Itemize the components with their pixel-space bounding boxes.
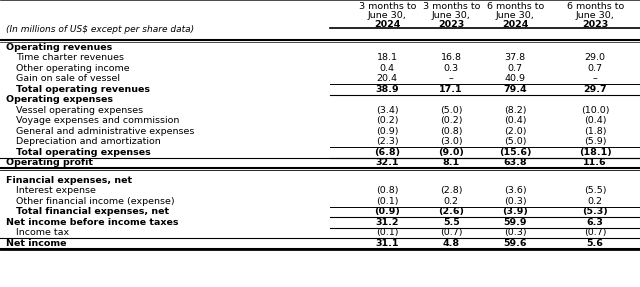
Text: 18.1: 18.1 [377, 53, 397, 62]
Text: (3.4): (3.4) [376, 106, 399, 115]
Text: 0.2: 0.2 [588, 197, 603, 206]
Text: 0.2: 0.2 [444, 197, 459, 206]
Text: 32.1: 32.1 [376, 158, 399, 167]
Text: (3.9): (3.9) [502, 207, 528, 216]
Text: 6 months to: 6 months to [486, 2, 544, 11]
Text: (In millions of US$ except per share data): (In millions of US$ except per share dat… [6, 25, 194, 34]
Text: Income tax: Income tax [16, 228, 69, 237]
Text: (5.0): (5.0) [504, 137, 527, 146]
Text: (2.8): (2.8) [440, 186, 463, 195]
Text: (2.3): (2.3) [376, 137, 399, 146]
Text: 8.1: 8.1 [443, 158, 460, 167]
Text: Total operating expenses: Total operating expenses [16, 148, 151, 157]
Text: Total operating revenues: Total operating revenues [16, 85, 150, 94]
Text: (5.9): (5.9) [584, 137, 607, 146]
Text: Operating expenses: Operating expenses [6, 95, 113, 104]
Text: –: – [593, 74, 598, 83]
Text: (1.8): (1.8) [584, 127, 607, 136]
Text: (0.3): (0.3) [504, 197, 527, 206]
Text: Gain on sale of vessel: Gain on sale of vessel [16, 74, 120, 83]
Text: Other operating income: Other operating income [16, 64, 130, 73]
Text: (0.4): (0.4) [584, 116, 607, 125]
Text: (6.8): (6.8) [374, 148, 400, 157]
Text: (0.8): (0.8) [376, 186, 399, 195]
Text: 38.9: 38.9 [376, 85, 399, 94]
Text: 5.6: 5.6 [587, 239, 604, 248]
Text: 59.6: 59.6 [504, 239, 527, 248]
Text: 11.6: 11.6 [584, 158, 607, 167]
Text: 2023: 2023 [582, 20, 609, 29]
Text: 0.7: 0.7 [508, 64, 523, 73]
Text: General and administrative expenses: General and administrative expenses [16, 127, 195, 136]
Text: 40.9: 40.9 [505, 74, 525, 83]
Text: 0.7: 0.7 [588, 64, 603, 73]
Text: 63.8: 63.8 [504, 158, 527, 167]
Text: June 30,: June 30, [576, 11, 614, 20]
Text: (0.7): (0.7) [584, 228, 607, 237]
Text: Time charter revenues: Time charter revenues [16, 53, 124, 62]
Text: 20.4: 20.4 [377, 74, 397, 83]
Text: (0.4): (0.4) [504, 116, 527, 125]
Text: 31.2: 31.2 [376, 218, 399, 227]
Text: 79.4: 79.4 [504, 85, 527, 94]
Text: (8.2): (8.2) [504, 106, 527, 115]
Text: 6.3: 6.3 [587, 218, 604, 227]
Text: (0.9): (0.9) [374, 207, 400, 216]
Text: 29.7: 29.7 [584, 85, 607, 94]
Text: (18.1): (18.1) [579, 148, 612, 157]
Text: (0.2): (0.2) [376, 116, 399, 125]
Text: (2.0): (2.0) [504, 127, 527, 136]
Text: (3.0): (3.0) [440, 137, 463, 146]
Text: 3 months to: 3 months to [422, 2, 480, 11]
Text: Financial expenses, net: Financial expenses, net [6, 176, 132, 185]
Text: Net income before income taxes: Net income before income taxes [6, 218, 179, 227]
Text: 31.1: 31.1 [376, 239, 399, 248]
Text: 6 months to: 6 months to [566, 2, 624, 11]
Text: June 30,: June 30, [496, 11, 534, 20]
Text: (9.0): (9.0) [438, 148, 464, 157]
Text: 3 months to: 3 months to [358, 2, 416, 11]
Text: June 30,: June 30, [432, 11, 470, 20]
Text: Voyage expenses and commission: Voyage expenses and commission [16, 116, 179, 125]
Text: (0.1): (0.1) [376, 197, 399, 206]
Text: 37.8: 37.8 [504, 53, 526, 62]
Text: (3.6): (3.6) [504, 186, 527, 195]
Text: (0.1): (0.1) [376, 228, 399, 237]
Text: (10.0): (10.0) [581, 106, 609, 115]
Text: 2024: 2024 [502, 20, 529, 29]
Text: (15.6): (15.6) [499, 148, 531, 157]
Text: 17.1: 17.1 [440, 85, 463, 94]
Text: Vessel operating expenses: Vessel operating expenses [16, 106, 143, 115]
Text: 29.0: 29.0 [585, 53, 605, 62]
Text: (5.0): (5.0) [440, 106, 463, 115]
Text: (0.3): (0.3) [504, 228, 527, 237]
Text: 4.8: 4.8 [443, 239, 460, 248]
Text: 16.8: 16.8 [441, 53, 461, 62]
Text: (0.9): (0.9) [376, 127, 399, 136]
Text: Operating profit: Operating profit [6, 158, 93, 167]
Text: Depreciation and amortization: Depreciation and amortization [16, 137, 161, 146]
Text: 2023: 2023 [438, 20, 465, 29]
Text: (0.2): (0.2) [440, 116, 463, 125]
Text: (0.8): (0.8) [440, 127, 463, 136]
Text: Other financial income (expense): Other financial income (expense) [16, 197, 175, 206]
Text: 5.5: 5.5 [443, 218, 460, 227]
Text: Net income: Net income [6, 239, 67, 248]
Text: (5.3): (5.3) [582, 207, 608, 216]
Text: June 30,: June 30, [368, 11, 406, 20]
Text: (2.6): (2.6) [438, 207, 464, 216]
Text: Interest expense: Interest expense [16, 186, 96, 195]
Text: 59.9: 59.9 [504, 218, 527, 227]
Text: Operating revenues: Operating revenues [6, 43, 112, 52]
Text: 0.3: 0.3 [444, 64, 459, 73]
Text: –: – [449, 74, 454, 83]
Text: 2024: 2024 [374, 20, 401, 29]
Text: 0.4: 0.4 [380, 64, 395, 73]
Text: Total financial expenses, net: Total financial expenses, net [16, 207, 169, 216]
Text: (5.5): (5.5) [584, 186, 607, 195]
Text: (0.7): (0.7) [440, 228, 463, 237]
